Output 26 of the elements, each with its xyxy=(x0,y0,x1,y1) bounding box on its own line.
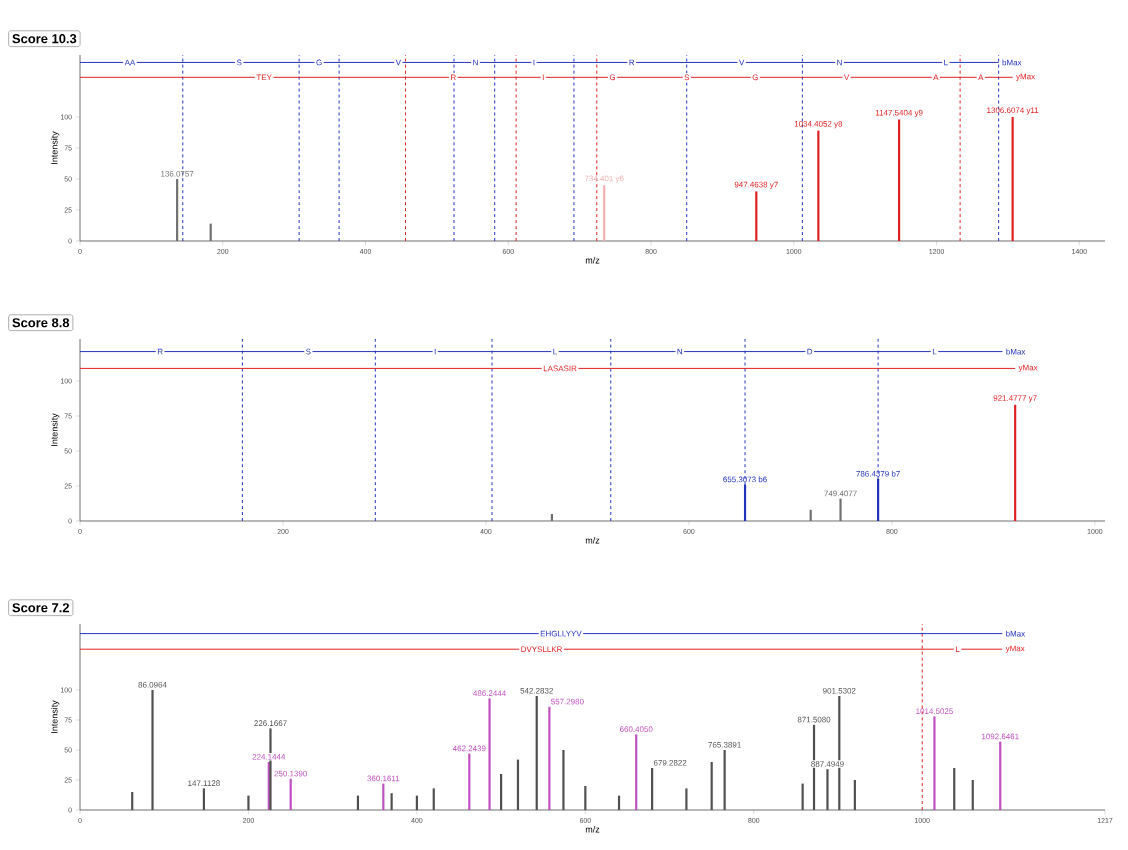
bar xyxy=(999,741,1002,810)
bar xyxy=(1011,116,1014,241)
bar xyxy=(176,178,179,241)
bar xyxy=(603,185,606,241)
bar xyxy=(382,783,385,810)
bar xyxy=(755,191,758,241)
y-axis-title: Intensity xyxy=(50,131,60,164)
bar xyxy=(289,778,292,810)
bar xyxy=(488,698,491,810)
x-axis-title: m/z xyxy=(585,256,600,264)
chart-title: Score 7.2 xyxy=(12,603,70,613)
bar xyxy=(817,130,820,241)
x-axis-title: m/z xyxy=(585,825,600,833)
bar xyxy=(548,706,551,810)
y-axis-title: Intensity xyxy=(50,700,60,733)
bar xyxy=(933,716,936,810)
bar xyxy=(550,514,553,521)
bar xyxy=(635,734,638,810)
bar xyxy=(839,498,842,521)
bar xyxy=(1014,404,1017,521)
bar xyxy=(468,753,471,810)
chart-title: Score 8.8 xyxy=(12,318,70,328)
y-axis-title: Intensity xyxy=(50,413,60,446)
chart-title: Score 10.3 xyxy=(12,34,77,44)
bar xyxy=(898,119,901,241)
x-axis-title: m/z xyxy=(585,536,600,544)
